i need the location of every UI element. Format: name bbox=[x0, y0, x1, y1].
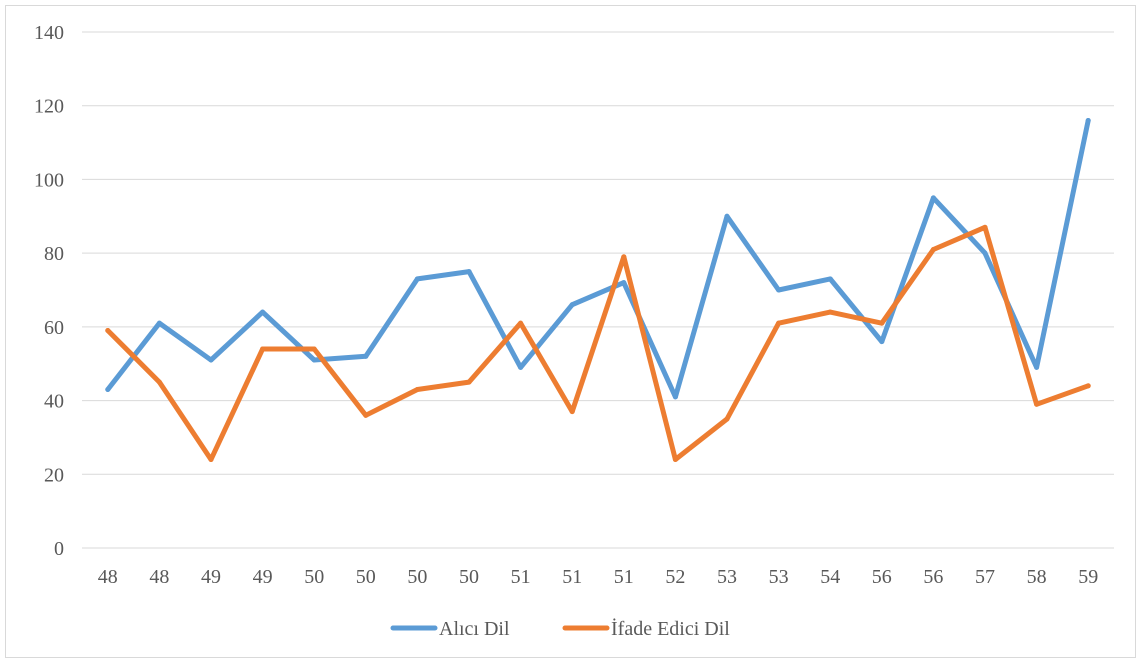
series-line-1 bbox=[105, 118, 1091, 400]
x-tick-label: 56 bbox=[923, 566, 943, 588]
data-point-series-2 bbox=[930, 246, 936, 252]
data-point-series-2 bbox=[311, 346, 317, 352]
data-point-series-1 bbox=[363, 353, 369, 359]
data-point-series-2 bbox=[208, 457, 214, 463]
data-point-series-2 bbox=[776, 320, 782, 326]
data-point-series-2 bbox=[363, 412, 369, 418]
data-point-series-2 bbox=[156, 379, 162, 385]
data-point-series-1 bbox=[414, 276, 420, 282]
y-tick-label: 20 bbox=[44, 464, 64, 486]
data-point-series-2 bbox=[621, 254, 627, 260]
series-line-2 bbox=[105, 224, 1091, 462]
data-point-series-2 bbox=[1034, 401, 1040, 407]
data-point-series-2 bbox=[414, 387, 420, 393]
data-point-series-1 bbox=[260, 309, 266, 315]
data-point-series-1 bbox=[776, 287, 782, 293]
data-point-series-2 bbox=[1085, 383, 1091, 389]
x-tick-label: 54 bbox=[820, 566, 840, 588]
data-point-series-1 bbox=[311, 357, 317, 363]
data-point-series-1 bbox=[930, 195, 936, 201]
x-tick-label: 57 bbox=[975, 566, 995, 588]
y-tick-label: 0 bbox=[54, 538, 64, 560]
x-tick-label: 50 bbox=[304, 566, 324, 588]
x-tick-label: 49 bbox=[201, 566, 221, 588]
x-tick-label: 50 bbox=[459, 566, 479, 588]
data-point-series-1 bbox=[466, 269, 472, 275]
y-tick-label: 60 bbox=[44, 317, 64, 339]
x-tick-label: 51 bbox=[562, 566, 582, 588]
data-point-series-1 bbox=[724, 213, 730, 219]
data-point-series-2 bbox=[569, 409, 575, 415]
legend-label-2: İfade Edici Dil bbox=[611, 617, 730, 640]
x-tick-label: 48 bbox=[149, 566, 169, 588]
data-point-series-1 bbox=[1034, 364, 1040, 370]
data-point-series-1 bbox=[879, 339, 885, 345]
data-point-series-2 bbox=[724, 416, 730, 422]
data-point-series-1 bbox=[156, 320, 162, 326]
x-tick-label: 49 bbox=[253, 566, 273, 588]
x-tick-label: 53 bbox=[769, 566, 789, 588]
legend-label-1: Alıcı Dil bbox=[439, 618, 510, 640]
gridlines bbox=[82, 31, 1114, 549]
x-tick-label: 52 bbox=[665, 566, 685, 588]
data-point-series-1 bbox=[982, 250, 988, 256]
x-tick-label: 56 bbox=[872, 566, 892, 588]
data-point-series-2 bbox=[672, 457, 678, 463]
y-tick-label: 100 bbox=[34, 169, 64, 191]
x-tick-label: 59 bbox=[1078, 566, 1098, 588]
data-point-series-2 bbox=[105, 328, 111, 334]
data-point-series-1 bbox=[518, 364, 524, 370]
x-tick-label: 48 bbox=[98, 566, 118, 588]
x-tick-label: 50 bbox=[356, 566, 376, 588]
data-point-series-1 bbox=[672, 394, 678, 400]
y-tick-label: 80 bbox=[44, 243, 64, 265]
x-tick-label: 50 bbox=[407, 566, 427, 588]
data-point-series-1 bbox=[1085, 117, 1091, 123]
data-point-series-2 bbox=[518, 320, 524, 326]
data-point-series-2 bbox=[879, 320, 885, 326]
data-point-series-1 bbox=[621, 280, 627, 286]
data-point-series-2 bbox=[466, 379, 472, 385]
y-tick-label: 120 bbox=[34, 96, 64, 118]
x-tick-label: 51 bbox=[614, 566, 634, 588]
legend: Alıcı Dil İfade Edici Dil bbox=[390, 617, 730, 640]
data-point-series-2 bbox=[982, 224, 988, 230]
x-tick-label: 51 bbox=[511, 566, 531, 588]
y-tick-label: 140 bbox=[34, 22, 64, 44]
y-tick-label: 40 bbox=[44, 391, 64, 413]
x-tick-label: 58 bbox=[1027, 566, 1047, 588]
x-axis-ticks: 48 48 49 49 50 50 50 50 51 51 51 52 53 53 54 56 56 57 58 59 bbox=[98, 566, 1098, 588]
y-axis-ticks: 0 20 40 60 80 100 120 140 bbox=[34, 22, 64, 560]
x-tick-label: 53 bbox=[717, 566, 737, 588]
data-point-series-1 bbox=[208, 357, 214, 363]
data-point-series-1 bbox=[105, 387, 111, 393]
chart-frame bbox=[5, 5, 1136, 658]
series-lines bbox=[105, 117, 1091, 463]
data-point-series-1 bbox=[569, 302, 575, 308]
data-point-series-2 bbox=[827, 309, 833, 315]
data-point-series-1 bbox=[827, 276, 833, 282]
data-point-series-2 bbox=[260, 346, 266, 352]
